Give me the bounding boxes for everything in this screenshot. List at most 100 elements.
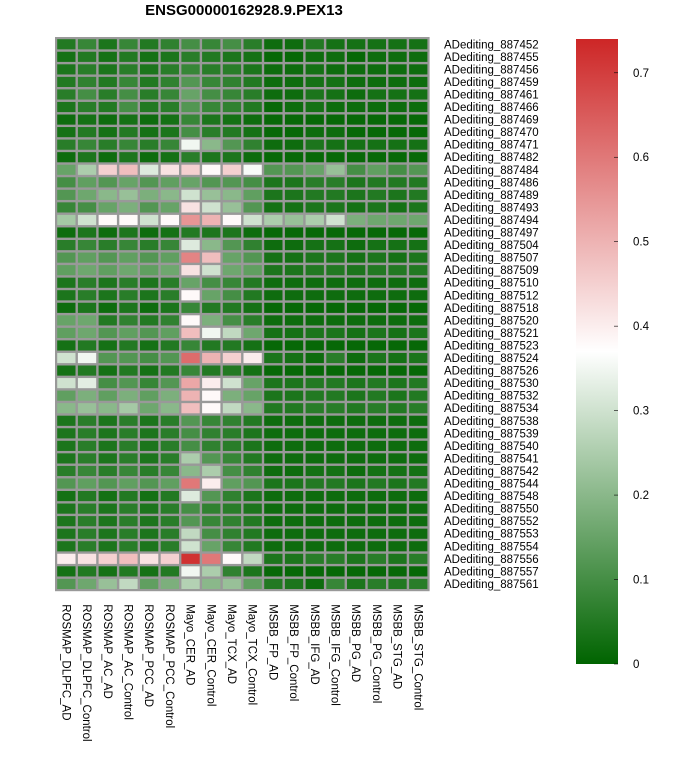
heatmap-cell bbox=[119, 465, 138, 477]
heatmap-cell bbox=[409, 528, 428, 539]
heatmap-cell bbox=[202, 114, 221, 125]
heatmap-cell bbox=[222, 252, 242, 263]
heatmap-cell bbox=[367, 541, 386, 552]
heatmap-cell bbox=[160, 541, 179, 552]
heatmap-cell bbox=[160, 453, 179, 464]
heatmap-cell bbox=[160, 39, 179, 50]
heatmap-cell bbox=[140, 290, 159, 301]
heatmap-cell bbox=[284, 64, 304, 75]
heatmap-cell bbox=[305, 453, 324, 464]
heatmap-cell bbox=[243, 51, 262, 62]
heatmap-cell bbox=[119, 478, 138, 489]
heatmap-cell bbox=[284, 478, 304, 489]
heatmap-cell bbox=[77, 541, 97, 552]
heatmap-cell bbox=[243, 302, 262, 313]
heatmap-cell bbox=[409, 152, 428, 163]
heatmap-cell bbox=[264, 315, 283, 326]
heatmap-cell bbox=[367, 327, 386, 338]
heatmap-cell bbox=[284, 315, 304, 326]
heatmap-cell bbox=[57, 265, 76, 276]
heatmap-cell bbox=[57, 302, 76, 313]
heatmap-cell bbox=[119, 265, 138, 276]
heatmap-cell bbox=[284, 152, 304, 163]
heatmap-cell bbox=[202, 327, 221, 338]
heatmap-cell bbox=[409, 491, 428, 502]
heatmap-cell bbox=[98, 277, 117, 288]
heatmap-cell bbox=[326, 189, 345, 200]
heatmap-cell bbox=[77, 503, 97, 514]
heatmap-cell bbox=[284, 541, 304, 552]
heatmap-cell bbox=[77, 139, 97, 150]
heatmap-cell bbox=[243, 465, 262, 477]
heatmap-cell bbox=[160, 290, 179, 301]
heatmap-cell bbox=[347, 415, 366, 426]
heatmap-cell bbox=[388, 365, 407, 376]
heatmap-cell bbox=[77, 101, 97, 113]
heatmap-cell bbox=[57, 503, 76, 514]
heatmap-cell bbox=[140, 214, 159, 226]
heatmap-cell bbox=[181, 302, 200, 313]
heatmap-cell bbox=[409, 541, 428, 552]
heatmap-cell bbox=[326, 302, 345, 313]
heatmap-cell bbox=[222, 365, 242, 376]
heatmap-cell bbox=[98, 177, 117, 188]
heatmap-cell bbox=[98, 491, 117, 502]
heatmap-cell bbox=[57, 352, 76, 364]
heatmap-cell bbox=[409, 340, 428, 351]
heatmap-cell bbox=[409, 440, 428, 451]
heatmap-cell bbox=[367, 177, 386, 188]
heatmap-cell bbox=[98, 578, 117, 589]
heatmap-cell bbox=[409, 139, 428, 150]
heatmap-cell bbox=[140, 465, 159, 477]
heatmap-cell bbox=[305, 127, 324, 138]
heatmap-cell bbox=[347, 541, 366, 552]
row-label: ADediting_887539 bbox=[444, 428, 539, 440]
row-label: ADediting_887554 bbox=[444, 541, 539, 553]
heatmap-cell bbox=[326, 315, 345, 326]
heatmap-cell bbox=[181, 315, 200, 326]
heatmap-cell bbox=[57, 89, 76, 100]
heatmap-cell bbox=[57, 277, 76, 288]
heatmap-cell bbox=[305, 327, 324, 338]
heatmap-cell bbox=[347, 516, 366, 527]
heatmap-cell bbox=[305, 428, 324, 439]
heatmap-cell bbox=[243, 214, 262, 226]
heatmap-cell bbox=[305, 390, 324, 401]
heatmap-cell bbox=[264, 177, 283, 188]
heatmap-cell bbox=[181, 202, 200, 213]
heatmap-cell bbox=[57, 428, 76, 439]
heatmap-cell bbox=[388, 152, 407, 163]
heatmap-cell bbox=[243, 164, 262, 175]
heatmap-cells bbox=[55, 37, 430, 592]
heatmap-cell bbox=[222, 39, 242, 50]
heatmap-cell bbox=[284, 39, 304, 50]
heatmap-cell bbox=[202, 541, 221, 552]
heatmap-cell bbox=[409, 64, 428, 75]
heatmap-cell bbox=[181, 76, 200, 87]
heatmap-cell bbox=[388, 566, 407, 577]
heatmap-cell bbox=[326, 290, 345, 301]
heatmap-cell bbox=[119, 352, 138, 364]
heatmap-cell bbox=[57, 114, 76, 125]
heatmap-cell bbox=[409, 553, 428, 564]
heatmap-cell bbox=[409, 214, 428, 226]
heatmap-cell bbox=[409, 378, 428, 389]
heatmap-cell bbox=[98, 415, 117, 426]
heatmap-cell bbox=[57, 127, 76, 138]
heatmap-cell bbox=[305, 227, 324, 238]
heatmap-cell bbox=[222, 127, 242, 138]
heatmap-cell bbox=[202, 51, 221, 62]
heatmap-cell bbox=[57, 214, 76, 226]
row-label: ADediting_887534 bbox=[444, 403, 539, 415]
heatmap-cell bbox=[98, 440, 117, 451]
heatmap-cell bbox=[222, 478, 242, 489]
heatmap-cell bbox=[222, 202, 242, 213]
heatmap-cell bbox=[305, 302, 324, 313]
heatmap-cell bbox=[181, 164, 200, 175]
column-label: ROSMAP_AC_AD bbox=[101, 604, 113, 699]
heatmap-cell bbox=[264, 64, 283, 75]
row-label: ADediting_887461 bbox=[444, 89, 539, 101]
heatmap-cell bbox=[388, 403, 407, 414]
heatmap-cell bbox=[119, 64, 138, 75]
colorbar-tick-label: 0 bbox=[633, 659, 639, 671]
